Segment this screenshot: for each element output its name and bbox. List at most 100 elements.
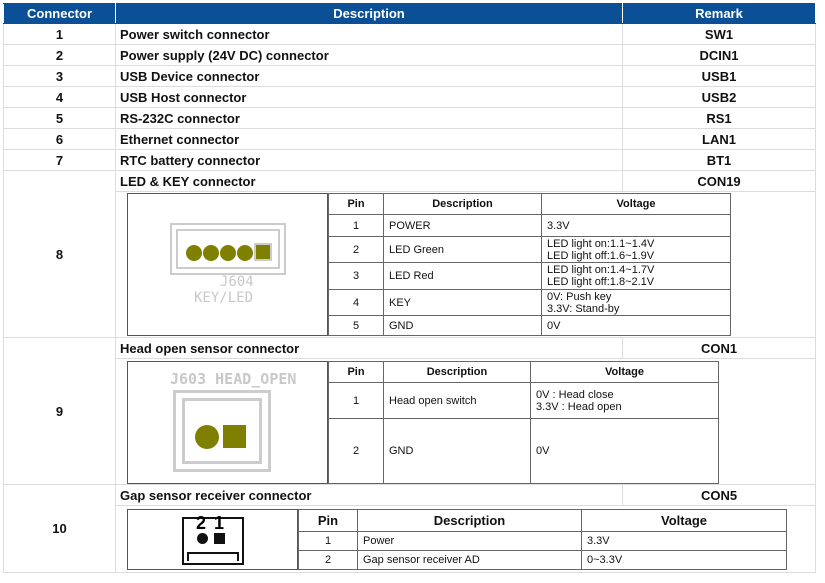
silk-label: KEY/LED — [194, 290, 254, 306]
con1-pin-table: Pin Description Voltage 1 Head open switch 0… — [328, 360, 719, 484]
pin-desc: Head open switch — [383, 382, 531, 420]
description: Ethernet connector — [115, 128, 623, 150]
pin1-pad-icon — [254, 243, 272, 261]
pin-pad-icon — [220, 245, 236, 261]
pin-pad-icon — [186, 245, 202, 261]
description: Head open sensor connector — [115, 337, 623, 359]
table-row: 6 Ethernet connector LAN1 — [3, 128, 816, 150]
header-description: Description — [115, 3, 623, 24]
table-header: Connector Description Remark — [3, 3, 816, 24]
voltage: LED light on:1.1~1.4V LED light off:1.6~1… — [541, 236, 731, 263]
voltage: 3.3V — [581, 531, 787, 551]
pin: 4 — [328, 289, 384, 316]
description: Gap sensor receiver connector — [115, 484, 623, 506]
description: RS-232C connector — [115, 107, 623, 129]
connector-outline — [173, 390, 271, 472]
voltage: 0V — [541, 315, 731, 336]
pin: 1 — [298, 531, 358, 551]
pin-desc: LED Red — [383, 262, 542, 290]
pin-desc: GND — [383, 418, 531, 484]
silk-label: J604 — [220, 274, 254, 290]
table-row: 2 Power supply (24V DC) connector DCIN1 — [3, 44, 816, 66]
con5-pin-table: Pin Description Voltage 1 Power 3.3V 2 Gap se… — [298, 509, 787, 570]
pin2-label: 2 — [196, 513, 207, 533]
remark: CON19 — [622, 170, 816, 192]
remark: SW1 — [622, 23, 816, 45]
pin: 2 — [328, 236, 384, 263]
connector-no: 3 — [3, 65, 116, 87]
description-header: Description — [357, 509, 582, 532]
voltage: LED light on:1.4~1.7V LED light off:1.8~2… — [541, 262, 731, 290]
con1-detail: J603 HEAD_OPEN Pin Description Voltage 1 He… — [127, 360, 719, 484]
voltage: 3.3V — [541, 214, 731, 237]
voltage-header: Voltage — [541, 193, 731, 215]
description: RTC battery connector — [115, 149, 623, 171]
voltage: 0V: Push key 3.3V: Stand-by — [541, 289, 731, 316]
voltage: 0V — [530, 418, 719, 484]
connector-no: 1 — [3, 23, 116, 45]
connector-no: 7 — [3, 149, 116, 171]
description: LED & KEY connector — [115, 170, 623, 192]
description: Power supply (24V DC) connector — [115, 44, 623, 66]
pin-desc: Power — [357, 531, 582, 551]
pin-pad-icon — [237, 245, 253, 261]
table-row: 10 Gap sensor receiver connector CON5 — [3, 484, 816, 573]
pin-header: Pin — [298, 509, 358, 532]
pin: 5 — [328, 315, 384, 336]
con19-diagram: J604 KEY/LED — [128, 194, 328, 335]
con19-pin-table: Pin Description Voltage 1 POWER 3.3V 2 LED Gr… — [328, 193, 731, 336]
con1-diagram: J603 HEAD_OPEN — [128, 362, 328, 483]
table-row: 5 RS-232C connector RS1 — [3, 107, 816, 129]
pin-desc: GND — [383, 315, 542, 336]
description-header: Description — [383, 193, 542, 215]
connector-outline — [182, 517, 244, 565]
voltage-header: Voltage — [530, 360, 719, 384]
remark: CON1 — [622, 337, 816, 359]
connector-no: 5 — [3, 107, 116, 129]
pin-desc: POWER — [383, 214, 542, 237]
remark: CON5 — [622, 484, 816, 506]
pin-pad-icon — [195, 425, 219, 449]
description: USB Device connector — [115, 65, 623, 87]
pin: 2 — [328, 418, 384, 484]
remark: USB2 — [622, 86, 816, 108]
silk-label: J603 HEAD_OPEN — [170, 370, 297, 388]
pin-pad-icon — [197, 533, 208, 544]
pin1-pad-icon — [223, 425, 246, 448]
description: Power switch connector — [115, 23, 623, 45]
header-connector: Connector — [3, 3, 116, 24]
table-row: 4 USB Host connector USB2 — [3, 86, 816, 108]
table-row: 7 RTC battery connector BT1 — [3, 149, 816, 171]
description-header: Description — [383, 360, 531, 384]
description: USB Host connector — [115, 86, 623, 108]
pin-desc: KEY — [383, 289, 542, 316]
connector-no: 9 — [3, 337, 116, 485]
connector-no: 8 — [3, 170, 116, 338]
pin-desc: Gap sensor receiver AD — [357, 550, 582, 570]
table-row: 1 Power switch connector SW1 — [3, 23, 816, 45]
pin-header: Pin — [328, 193, 384, 215]
voltage: 0V : Head close 3.3V : Head open — [530, 382, 719, 420]
voltage-header: Voltage — [581, 509, 787, 532]
table-row: 3 USB Device connector USB1 — [3, 65, 816, 87]
remark: RS1 — [622, 107, 816, 129]
pin: 1 — [328, 214, 384, 237]
connector-no: 10 — [3, 484, 116, 573]
pin: 1 — [328, 382, 384, 420]
connector-no: 2 — [3, 44, 116, 66]
connector-outline — [170, 223, 286, 275]
pin-header: Pin — [328, 360, 384, 384]
header-remark: Remark — [622, 3, 816, 24]
connector-no: 6 — [3, 128, 116, 150]
pin-pad-icon — [203, 245, 219, 261]
voltage: 0~3.3V — [581, 550, 787, 570]
remark: USB1 — [622, 65, 816, 87]
table-row: 9 Head open sensor connector CON1 — [3, 337, 816, 485]
connector-no: 4 — [3, 86, 116, 108]
remark: DCIN1 — [622, 44, 816, 66]
remark: BT1 — [622, 149, 816, 171]
pin1-label: 1 — [214, 513, 225, 533]
pin-desc: LED Green — [383, 236, 542, 263]
pin: 2 — [298, 550, 358, 570]
table-row: 8 LED & KEY connector CON19 — [3, 170, 816, 338]
